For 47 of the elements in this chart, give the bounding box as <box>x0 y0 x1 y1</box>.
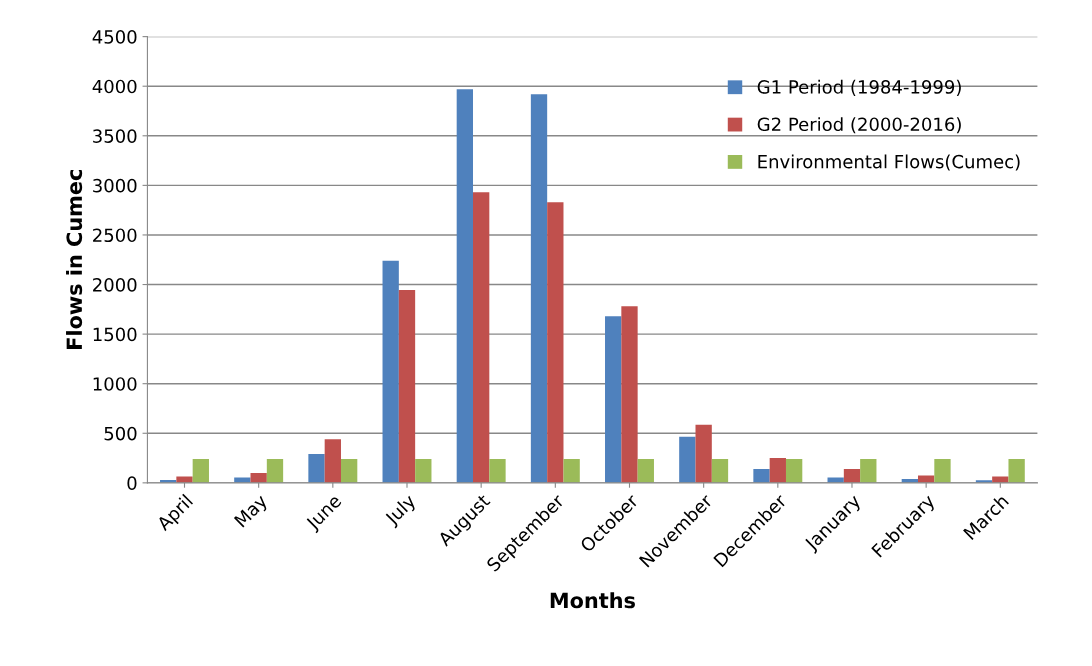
bar <box>992 476 1009 483</box>
bar <box>711 459 729 483</box>
bar <box>605 316 622 483</box>
y-tick-label: 500 <box>104 426 137 441</box>
bar <box>308 454 325 483</box>
bar <box>266 459 284 483</box>
bar <box>176 476 193 483</box>
bar <box>489 459 506 483</box>
bar <box>753 468 770 483</box>
bar <box>621 306 638 483</box>
bar <box>192 459 209 483</box>
y-tick-label: 2500 <box>93 228 137 243</box>
y-tick-label: 4000 <box>92 79 137 94</box>
bar <box>324 439 341 483</box>
bar <box>547 202 564 483</box>
bar <box>530 94 548 483</box>
legend-label: G2 Period (2000-2016) <box>757 117 961 134</box>
bar <box>843 468 861 483</box>
x-axis-title: Months <box>550 592 635 609</box>
bar <box>695 424 712 483</box>
bar <box>934 459 951 483</box>
bar <box>860 459 877 483</box>
bar <box>340 459 358 483</box>
y-tick-label: 1000 <box>93 377 137 391</box>
y-tick-label: 3500 <box>93 129 137 143</box>
bar <box>234 477 251 483</box>
bar <box>456 89 473 483</box>
bar <box>398 289 416 483</box>
legend-label: G1 Period (1984-1999) <box>757 79 961 96</box>
bar <box>563 459 580 483</box>
y-axis-title: Flows in Cumec <box>66 170 83 349</box>
bar <box>382 260 399 483</box>
y-tick-label: 4500 <box>92 30 137 44</box>
y-tick-label: 2000 <box>93 277 137 292</box>
bar <box>1008 459 1025 483</box>
bar <box>473 192 490 483</box>
bar <box>917 475 935 483</box>
bar <box>415 459 432 483</box>
bar <box>679 436 696 483</box>
y-tick-label: 3000 <box>93 178 137 193</box>
bar <box>827 477 844 483</box>
bar <box>637 459 654 483</box>
y-tick-label: 1500 <box>93 327 137 342</box>
legend-label: Environmental Flows(Cumec) <box>758 154 1020 171</box>
bar <box>769 458 786 483</box>
y-tick-label: 0 <box>127 476 137 490</box>
bar <box>785 459 803 483</box>
